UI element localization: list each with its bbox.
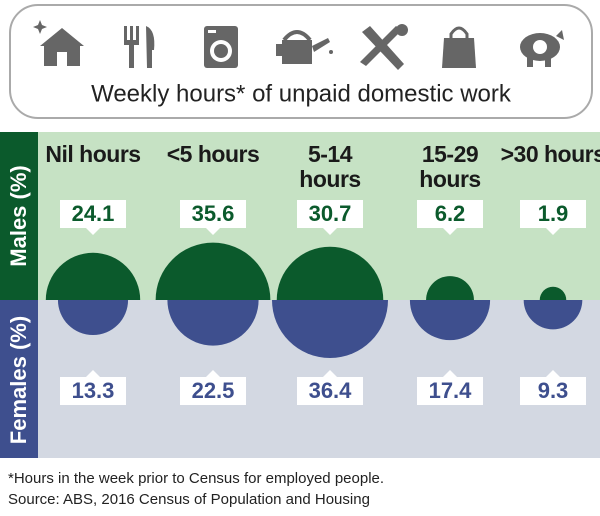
box-pointer [443,228,457,235]
half-bubble [155,242,271,300]
half-bubble [426,276,474,300]
box-pointer [206,228,220,235]
value-label: 30.7 [309,201,352,226]
series-label: Males (%) [6,165,31,266]
value-box [60,377,126,405]
value-box [417,200,483,228]
value-label: 9.3 [538,378,569,403]
source: Source: ABS, 2016 Census of Population a… [8,491,370,508]
value-label: 24.1 [72,201,115,226]
males-strip [0,132,38,300]
icons [33,20,564,70]
washer-icon [204,26,238,68]
chart-title: Weekly hours* of unpaid domestic work [91,80,512,107]
value-label: 22.5 [192,378,235,403]
value-box [520,377,586,405]
value-box [417,377,483,405]
half-bubble [167,300,259,346]
half-bubble [276,246,384,300]
series-label: Females (%) [6,316,31,444]
value-box [180,377,246,405]
value-label: 13.3 [72,378,115,403]
tools-icon [360,24,408,70]
value-label: 36.4 [309,378,353,403]
box-pointer [323,370,337,377]
box-pointer [323,228,337,235]
value-box [520,200,586,228]
watering-can-icon [276,30,333,64]
box-pointer [86,228,100,235]
half-bubble [272,300,388,358]
females-strip [0,300,38,458]
half-bubble [523,300,583,330]
footnote: *Hours in the week prior to Census for e… [8,470,384,487]
box-pointer [86,370,100,377]
value-box [60,200,126,228]
box-pointer [546,228,560,235]
half-bubble [409,300,491,341]
half-bubble [45,252,141,300]
piggy-icon [520,30,564,67]
category-label: >30 hours [500,141,600,167]
category-label: <5 hours [166,141,260,167]
half-bubble [539,286,567,300]
value-box [180,200,246,228]
category-label: 5-14 hours [299,141,361,192]
value-label: 17.4 [429,378,473,403]
bag-icon [442,26,476,68]
value-box [297,377,363,405]
box-pointer [443,370,457,377]
value-label: 1.9 [538,201,569,226]
value-label: 35.6 [192,201,235,226]
value-box [297,200,363,228]
category-label: Nil hours [45,141,141,167]
half-bubble [57,300,129,336]
house-icon [33,20,84,66]
box-pointer [546,370,560,377]
category-label: 15-29 hours [419,141,481,192]
box-pointer [206,370,220,377]
value-label: 6.2 [435,201,466,226]
cutlery-icon [124,26,155,68]
